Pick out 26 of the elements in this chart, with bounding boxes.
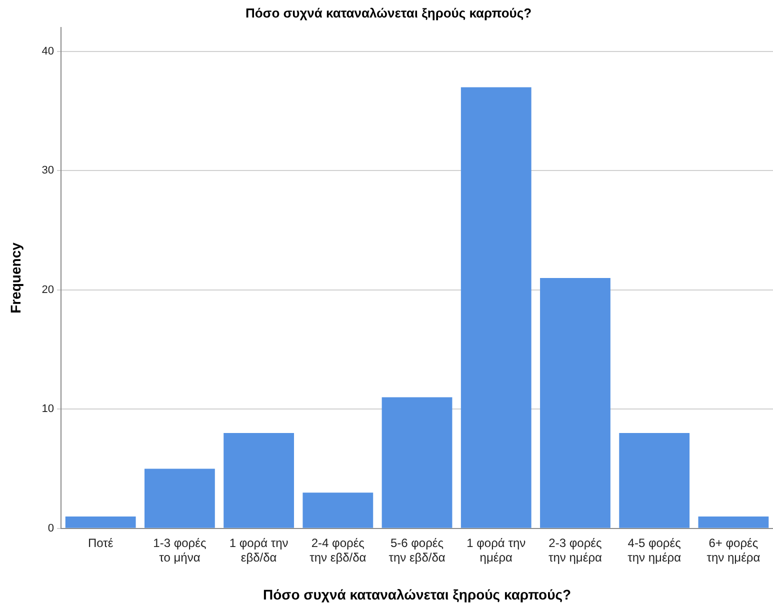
x-axis-title: Πόσο συχνά καταναλώνεται ξηρούς καρπούς? <box>262 586 572 602</box>
x-tick-label: 2-4 φορές την εβδ/δα <box>310 536 366 564</box>
bar <box>540 278 610 528</box>
x-tick-label: 1 φορά την ημέρα <box>466 536 526 564</box>
bar <box>65 516 136 528</box>
bar <box>698 516 769 528</box>
y-tick-label: 40 <box>42 45 54 58</box>
chart-title: Πόσο συχνά καταναλώνεται ξηρούς καρπούς? <box>245 5 532 20</box>
bar <box>382 397 452 528</box>
x-tick-label: 5-6 φορές την εβδ/δα <box>388 536 446 564</box>
bar <box>144 468 215 528</box>
y-tick-label: 10 <box>42 403 54 416</box>
x-tick-label: 2-3 φορές την ημέρα <box>548 536 602 564</box>
y-axis-title: Frequency <box>7 242 24 314</box>
bar <box>460 87 532 528</box>
x-tick-label: 4-5 φορές την ημέρα <box>628 536 682 564</box>
y-tick-label: 30 <box>42 164 54 177</box>
x-tick-label: 6+ φορές την ημέρα <box>706 536 760 564</box>
x-tick-label: 1-3 φορές το μήνα <box>153 536 206 564</box>
x-tick-label: Ποτέ <box>88 536 114 550</box>
y-tick-label: 0 <box>48 522 54 534</box>
bar <box>619 433 690 528</box>
bar <box>302 492 374 528</box>
y-tick-label: 20 <box>42 284 54 296</box>
bar <box>224 433 294 528</box>
x-tick-label: 1 φορά την εβδ/δα <box>229 536 288 564</box>
